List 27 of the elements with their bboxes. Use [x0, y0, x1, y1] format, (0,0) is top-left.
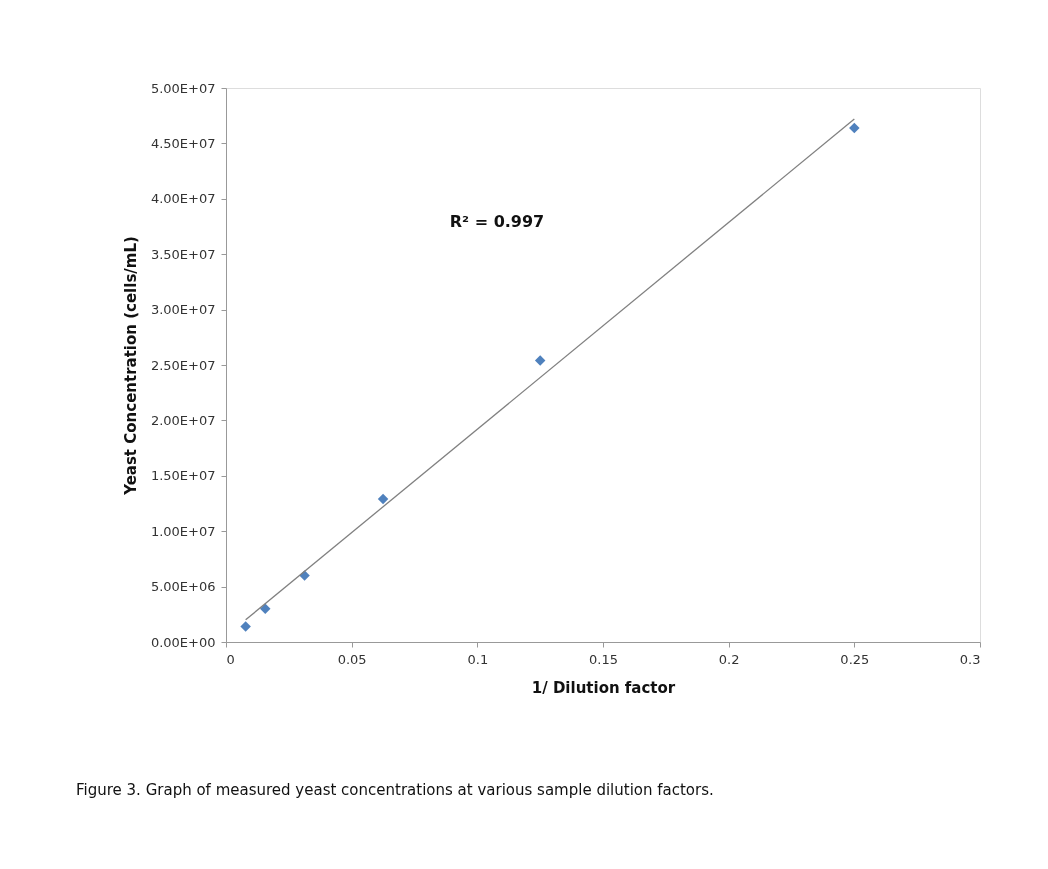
- annotation: R² = 0.997: [449, 212, 545, 231]
- y-tick-label: 3.00E+07: [150, 302, 216, 318]
- y-tick-label: 0.00E+00: [150, 634, 216, 650]
- y-tick-label: 4.50E+07: [150, 135, 216, 151]
- x-tick-label: 0.2: [718, 651, 740, 667]
- y-tick-label: 4.00E+07: [150, 191, 216, 207]
- y-tick-label: 2.50E+07: [150, 357, 216, 373]
- y-axis-title: Yeast Concentration (cells/mL): [121, 236, 140, 496]
- caption: Figure 3. Graph of measured yeast concentrations at various sample dilution factors.: [76, 781, 714, 799]
- point: [240, 621, 251, 632]
- y-tick-label: 5.00E+06: [150, 579, 216, 595]
- point: [534, 355, 546, 366]
- x-tick-label: 0.1: [467, 651, 489, 667]
- x-tick-label: 0: [226, 651, 235, 667]
- y-tick-label: 5.00E+07: [150, 80, 216, 96]
- x-tick-label: 0.15: [589, 651, 618, 667]
- point: [260, 603, 271, 614]
- point: [377, 493, 389, 505]
- y-tick-label: 1.50E+07: [150, 468, 216, 484]
- y-tick-label: 3.50E+07: [150, 246, 216, 262]
- point: [849, 122, 860, 134]
- y-tick-label: 2.00E+07: [150, 412, 216, 428]
- y-tick-label: 1.00E+07: [150, 523, 216, 539]
- x-tick-label: 0.3: [959, 651, 981, 667]
- x-axis-title: 1/ Dilution factor: [531, 678, 676, 697]
- x-tick-label: 0.25: [840, 651, 870, 667]
- x-tick-label: 0.05: [337, 651, 367, 667]
